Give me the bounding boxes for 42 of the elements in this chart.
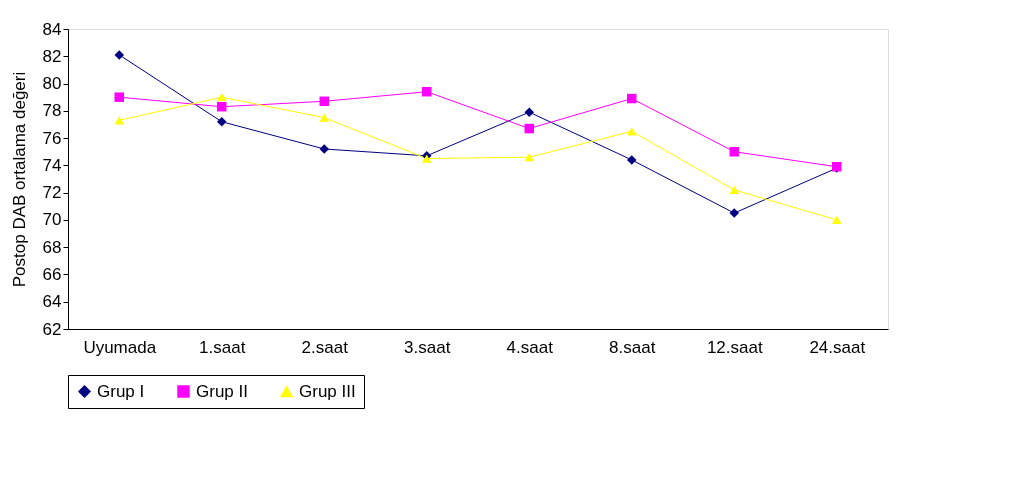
- legend-label: Grup I: [97, 381, 145, 401]
- point: [524, 107, 534, 117]
- point: [422, 86, 432, 97]
- point: [319, 113, 329, 122]
- point: [217, 116, 227, 127]
- point: [524, 123, 534, 134]
- x-tick-label: 24.saat: [809, 337, 866, 357]
- y-tick-label: 68: [42, 237, 62, 257]
- legend-label: Grup III: [299, 381, 356, 401]
- y-tick-label: 82: [42, 46, 62, 66]
- x-tick-label: 8.saat: [609, 337, 656, 357]
- y-tick-label: 66: [42, 264, 62, 284]
- point: [217, 101, 227, 112]
- x-tick-label: 1.saat: [199, 337, 246, 357]
- point: [729, 208, 739, 218]
- x-tick-label: Uyumada: [83, 337, 157, 357]
- point: [217, 93, 227, 102]
- x-tick-label: 3.saat: [404, 337, 451, 357]
- y-tick-label: 62: [42, 319, 62, 339]
- y-tick-label: 72: [42, 183, 62, 203]
- point: [832, 215, 842, 225]
- y-axis-title: Postop DAB ortalama değeri: [9, 71, 29, 288]
- y-tick-label: 64: [42, 292, 62, 312]
- x-tick-label: 4.saat: [506, 337, 554, 357]
- point: [114, 92, 124, 102]
- y-tick-label: 78: [42, 101, 62, 121]
- legend-label: Grup II: [196, 381, 248, 401]
- y-tick-label: 76: [42, 128, 62, 148]
- point: [524, 153, 534, 162]
- x-tick-label: 12.saat: [706, 337, 763, 357]
- x-tick-label: 2.saat: [301, 337, 349, 357]
- y-tick-label: 70: [42, 210, 62, 230]
- point: [319, 96, 329, 107]
- point: [114, 50, 124, 60]
- point: [627, 93, 637, 104]
- point: [627, 127, 637, 136]
- y-tick-label: 84: [42, 19, 62, 39]
- y-tick-label: 74: [42, 155, 62, 175]
- point: [729, 185, 739, 195]
- y-tick-label: 80: [42, 74, 62, 94]
- point: [729, 146, 739, 157]
- point: [627, 155, 637, 165]
